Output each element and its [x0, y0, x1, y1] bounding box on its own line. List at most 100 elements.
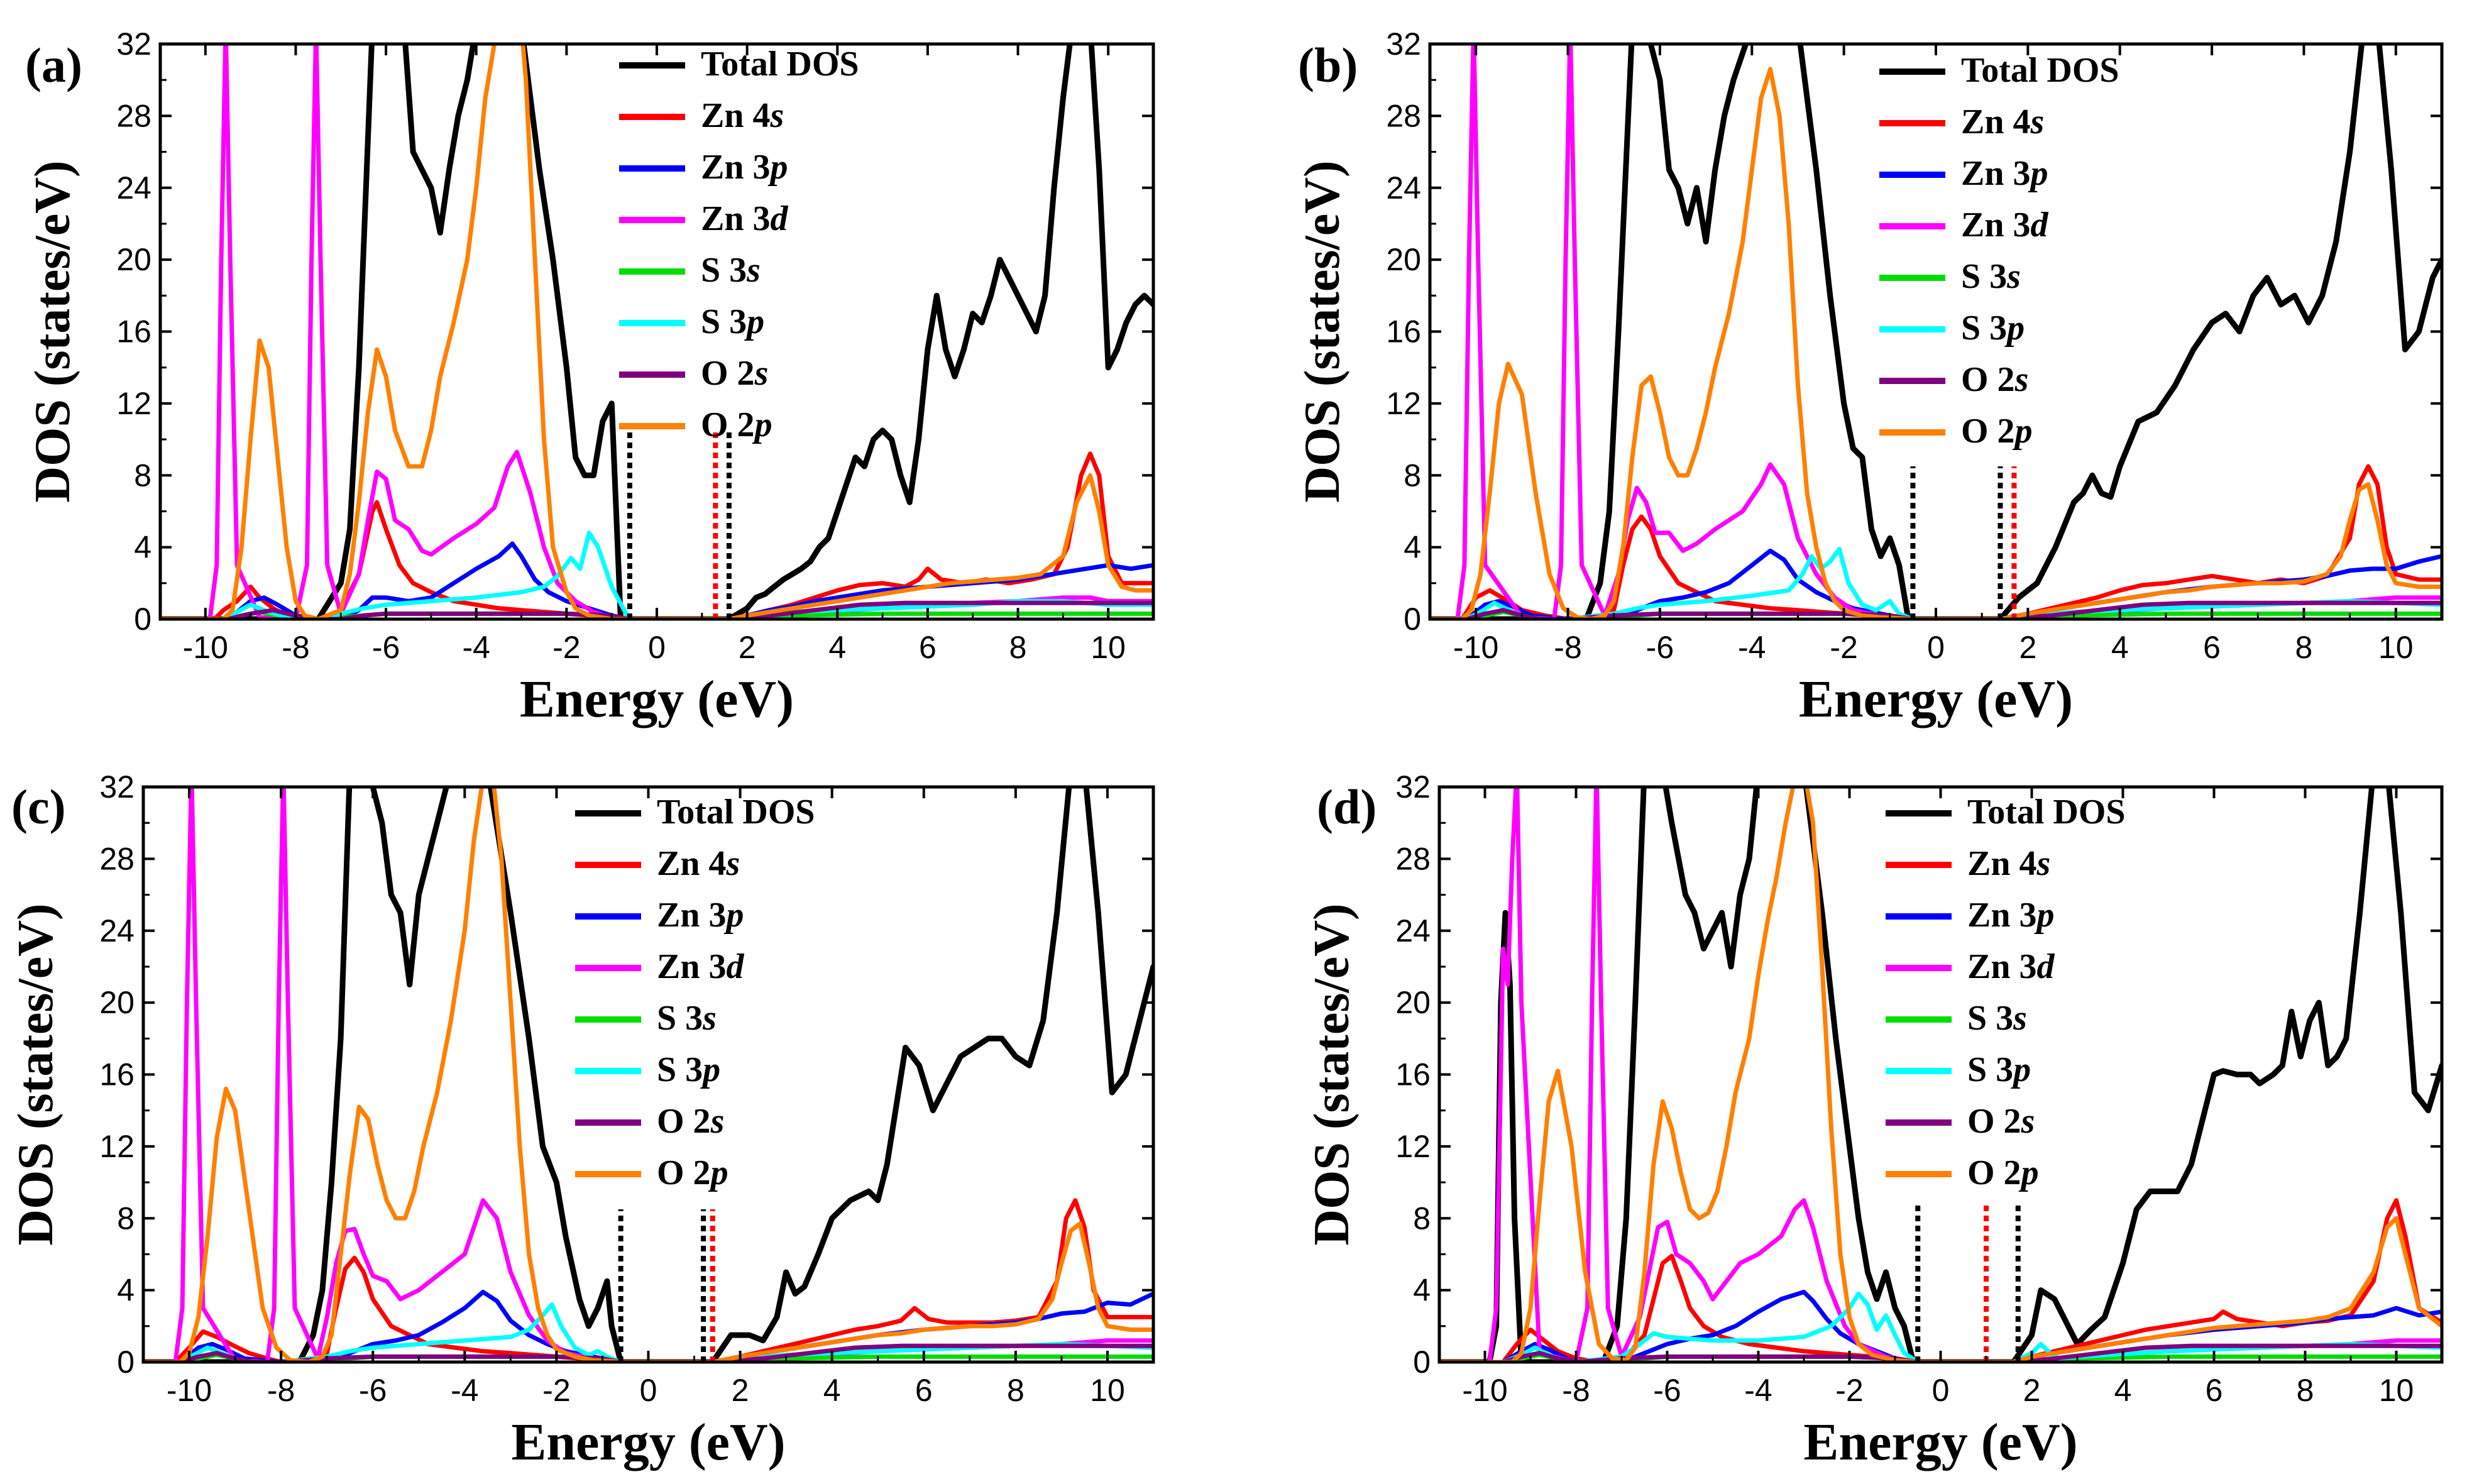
y-tick-label: 28: [1386, 98, 1421, 133]
y-tick-label: 32: [1395, 769, 1431, 805]
y-tick-label: 32: [99, 769, 135, 805]
x-tick-label: -2: [1835, 1373, 1863, 1408]
y-tick-label: 28: [116, 98, 151, 133]
legend-label: Total DOS: [701, 45, 859, 84]
legend-label: Zn 4s: [1967, 844, 2050, 883]
x-tick-label: 0: [648, 630, 666, 665]
x-tick-label: -10: [1462, 1373, 1507, 1408]
x-tick-label: 2: [2023, 1373, 2041, 1408]
legend-label: O 2p: [701, 405, 772, 444]
y-tick-label: 4: [1404, 530, 1421, 565]
x-tick-label: -10: [167, 1373, 212, 1408]
series-group: [143, 787, 1153, 1362]
legend: Total DOS Zn 4s Zn 3p Zn 3d S 3s S 3p O 2s O 2p: [619, 45, 859, 444]
y-tick-label: 0: [1413, 1344, 1431, 1380]
legend-label: Zn 4s: [1961, 102, 2044, 141]
y-tick-label: 12: [1395, 1129, 1431, 1164]
x-tick-label: 8: [1007, 1373, 1025, 1408]
y-tick-label: 16: [99, 1057, 135, 1092]
legend-label: Zn 3d: [1961, 206, 2049, 245]
y-tick-label: 32: [116, 26, 151, 62]
y-tick-label: 8: [1413, 1201, 1431, 1236]
series-group: [1430, 44, 2442, 619]
y-axis-label: DOS (states/eV): [1295, 160, 1350, 502]
legend-label: Zn 4s: [657, 844, 740, 883]
legend-label: O 2p: [1967, 1153, 2039, 1192]
x-tick-label: 6: [2203, 630, 2221, 665]
series-line: [160, 44, 1153, 619]
x-tick-label: 2: [739, 630, 756, 665]
x-tick-label: -2: [552, 630, 580, 665]
series-line: [1439, 787, 2442, 1362]
y-tick-label: 8: [134, 458, 151, 493]
dos-panel: -10 -8 -6 -4 -2 0 2 4 6 8 10048121620242832Energy …: [25, 26, 1155, 728]
legend-label: S 3p: [1967, 1050, 2031, 1089]
x-tick-label: -10: [183, 630, 228, 665]
y-tick-label: 20: [116, 242, 151, 277]
x-tick-label: 10: [1091, 630, 1126, 665]
x-tick-label: 8: [2297, 1373, 2314, 1408]
x-tick-label: 10: [2379, 1373, 2414, 1408]
legend-label: O 2s: [1967, 1102, 2035, 1141]
x-tick-label: -8: [1554, 630, 1581, 665]
x-tick-label: 0: [1932, 1373, 1950, 1408]
y-tick-label: 12: [1386, 386, 1421, 421]
y-tick-label: 4: [134, 530, 151, 565]
y-tick-label: 0: [1404, 602, 1421, 637]
legend-label: Zn 3p: [701, 148, 788, 187]
y-tick-label: 16: [1395, 1057, 1431, 1092]
series-group: [160, 44, 1153, 619]
y-tick-label: 28: [1395, 841, 1431, 876]
series-line: [1439, 787, 2442, 1362]
x-tick-label: 10: [2378, 630, 2414, 665]
dos-panel: -10 -8 -6 -4 -2 0 2 4 6 8 10048121620242832Energy …: [1304, 769, 2444, 1471]
y-tick-label: 32: [1386, 26, 1421, 62]
panel-label: (a): [25, 38, 82, 92]
series-line: [160, 44, 1153, 619]
legend-label: Zn 4s: [701, 96, 784, 135]
x-tick-label: -8: [1562, 1373, 1590, 1408]
y-tick-label: 28: [99, 841, 135, 876]
y-tick-label: 16: [116, 314, 151, 349]
x-tick-label: 6: [2206, 1373, 2223, 1408]
legend-label: Zn 3d: [701, 199, 789, 238]
x-tick-label: 10: [1090, 1373, 1125, 1408]
legend-label: Total DOS: [1967, 793, 2126, 832]
legend-label: Zn 3d: [1967, 947, 2055, 986]
y-tick-label: 16: [1386, 314, 1421, 349]
x-tick-label: 4: [828, 630, 846, 665]
x-tick-label: -4: [462, 630, 490, 665]
x-tick-label: -6: [359, 1373, 387, 1408]
legend-label: Zn 3p: [1961, 154, 2048, 193]
x-tick-label: 8: [1009, 630, 1027, 665]
x-tick-label: 4: [823, 1373, 841, 1408]
y-tick-label: 24: [116, 170, 151, 206]
x-tick-label: 8: [2295, 630, 2313, 665]
y-tick-label: 4: [1413, 1273, 1431, 1308]
x-axis-label: Energy (eV): [520, 670, 794, 728]
y-tick-label: 0: [134, 602, 151, 637]
x-tick-label: 6: [915, 1373, 933, 1408]
x-tick-label: 4: [2114, 1373, 2132, 1408]
x-tick-label: 6: [919, 630, 937, 665]
dos-panel: -10 -8 -6 -4 -2 0 2 4 6 8 10048121620242832Energy …: [8, 769, 1155, 1471]
y-tick-label: 24: [99, 913, 135, 948]
x-axis-label: Energy (eV): [511, 1413, 785, 1471]
y-tick-label: 24: [1395, 913, 1431, 948]
y-tick-label: 20: [1386, 242, 1421, 277]
x-axis-label: Energy (eV): [1803, 1413, 2077, 1471]
x-tick-label: 4: [2111, 630, 2129, 665]
x-tick-label: -10: [1453, 630, 1498, 665]
panel-label: (b): [1298, 38, 1358, 92]
series-line: [1430, 44, 2442, 619]
legend-label: Total DOS: [1961, 51, 2119, 90]
legend-label: O 2s: [701, 354, 768, 393]
legend-label: S 3s: [701, 251, 761, 290]
y-axis-label: DOS (states/eV): [1304, 903, 1360, 1245]
y-tick-label: 12: [116, 386, 151, 421]
series-line: [143, 787, 1153, 1362]
legend-label: Zn 3d: [657, 947, 745, 986]
series-line: [1430, 67, 2442, 619]
legend-label: Zn 3p: [657, 896, 744, 935]
